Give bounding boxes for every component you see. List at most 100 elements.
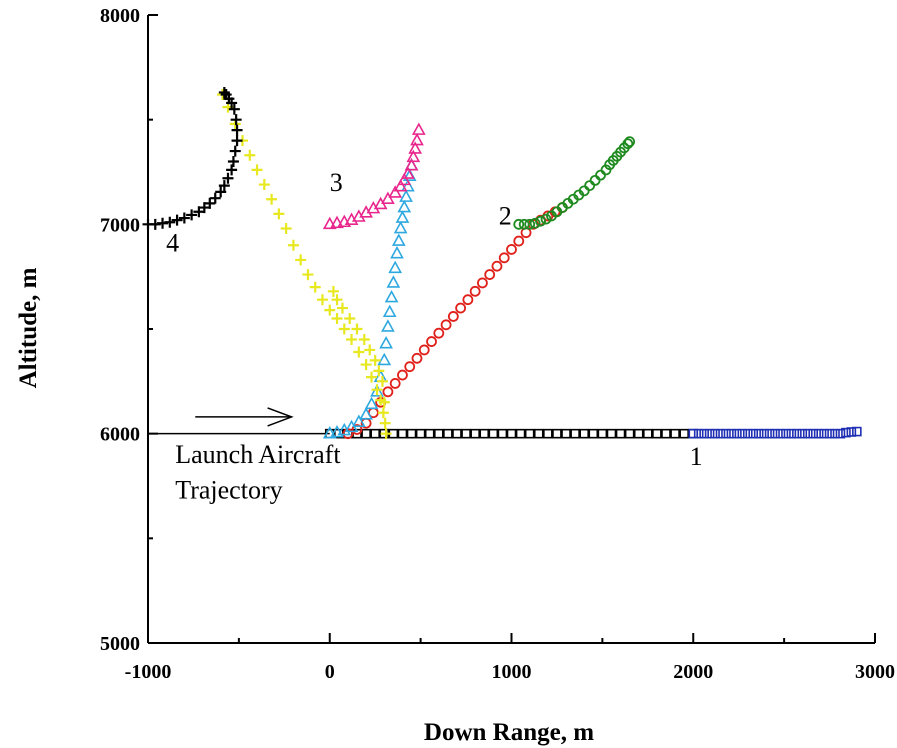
data-point	[346, 333, 358, 345]
data-point	[624, 136, 636, 148]
data-point	[399, 189, 413, 202]
data-point	[721, 428, 731, 439]
data-point	[679, 428, 689, 439]
data-point	[461, 428, 471, 439]
data-point	[633, 428, 644, 439]
data-point	[498, 252, 510, 264]
data-point	[748, 428, 759, 439]
data-point	[389, 378, 401, 389]
x-tick-label: 1000	[492, 661, 532, 683]
data-point	[331, 313, 343, 325]
data-point	[309, 281, 321, 293]
data-point	[178, 212, 190, 224]
data-point	[218, 180, 230, 192]
data-point	[351, 414, 366, 427]
data-point	[715, 428, 726, 439]
data-point	[388, 260, 403, 274]
data-point	[518, 218, 530, 230]
data-point	[552, 428, 562, 439]
data-point	[360, 359, 372, 371]
x-tick-label: 0	[325, 661, 335, 683]
annotation-label: Trajectory	[175, 476, 282, 505]
data-point	[506, 428, 517, 439]
data-point	[401, 178, 415, 192]
data-point	[209, 192, 221, 204]
series-2	[688, 426, 862, 439]
data-point	[753, 428, 764, 439]
data-point	[852, 426, 862, 437]
data-point	[324, 304, 336, 316]
data-point	[404, 361, 416, 373]
data-point	[231, 124, 243, 136]
data-point	[589, 174, 601, 186]
data-point	[231, 135, 243, 147]
data-point	[484, 269, 496, 280]
data-point	[615, 428, 626, 439]
data-point	[327, 285, 339, 297]
data-point	[786, 428, 797, 439]
data-point	[393, 220, 408, 234]
data-point	[513, 235, 525, 247]
data-point	[704, 428, 715, 439]
data-point	[404, 158, 419, 171]
data-point	[381, 319, 395, 332]
x-tick-label: 2000	[673, 661, 713, 683]
axes: 5000 6000 7000 8000 -1000 0 1000 2000 3000	[100, 5, 895, 683]
data-point	[230, 114, 242, 126]
data-point	[781, 428, 791, 439]
data-point	[220, 89, 232, 101]
data-point	[258, 179, 270, 191]
data-point	[330, 215, 344, 229]
data-point	[588, 428, 599, 439]
data-point	[506, 244, 517, 255]
data-point	[322, 426, 337, 439]
y-tick-label: 6000	[100, 424, 140, 446]
data-point	[764, 428, 775, 439]
data-point	[366, 371, 378, 383]
data-point	[622, 138, 634, 150]
data-point	[251, 164, 263, 176]
data-point	[543, 428, 553, 439]
annotation-label: 1	[690, 442, 703, 471]
annotation-label: 3	[330, 168, 343, 197]
data-point	[401, 166, 415, 179]
data-point	[688, 428, 699, 439]
data-point	[606, 428, 617, 439]
data-point	[513, 218, 525, 230]
data-point	[408, 141, 423, 154]
data-point	[344, 313, 356, 325]
data-point	[661, 428, 671, 439]
data-point	[426, 336, 437, 347]
data-point	[529, 217, 541, 229]
data-point	[579, 428, 590, 439]
series-7	[217, 89, 392, 440]
data-point	[792, 428, 802, 439]
data-point	[397, 428, 408, 439]
data-point	[351, 323, 363, 335]
data-point	[381, 191, 395, 205]
data-point	[447, 311, 459, 322]
data-point	[470, 428, 480, 439]
data-point	[561, 428, 571, 439]
x-axis-title: Down Range, m	[424, 719, 594, 746]
data-point	[841, 427, 851, 438]
annotation-label: 4	[166, 229, 179, 258]
data-point	[742, 428, 753, 439]
data-point	[808, 428, 819, 439]
data-marks	[142, 86, 862, 440]
data-point	[846, 427, 857, 437]
data-point	[378, 396, 390, 408]
data-point	[462, 294, 474, 306]
data-point	[515, 428, 526, 439]
data-point	[171, 214, 183, 226]
data-point	[358, 333, 370, 345]
data-point	[418, 344, 430, 356]
data-point	[524, 218, 536, 230]
data-point	[443, 428, 453, 439]
data-point	[726, 428, 737, 439]
data-point	[397, 199, 412, 213]
data-point	[477, 277, 488, 289]
data-point	[835, 428, 846, 439]
data-point	[584, 180, 596, 192]
data-point	[280, 223, 292, 235]
